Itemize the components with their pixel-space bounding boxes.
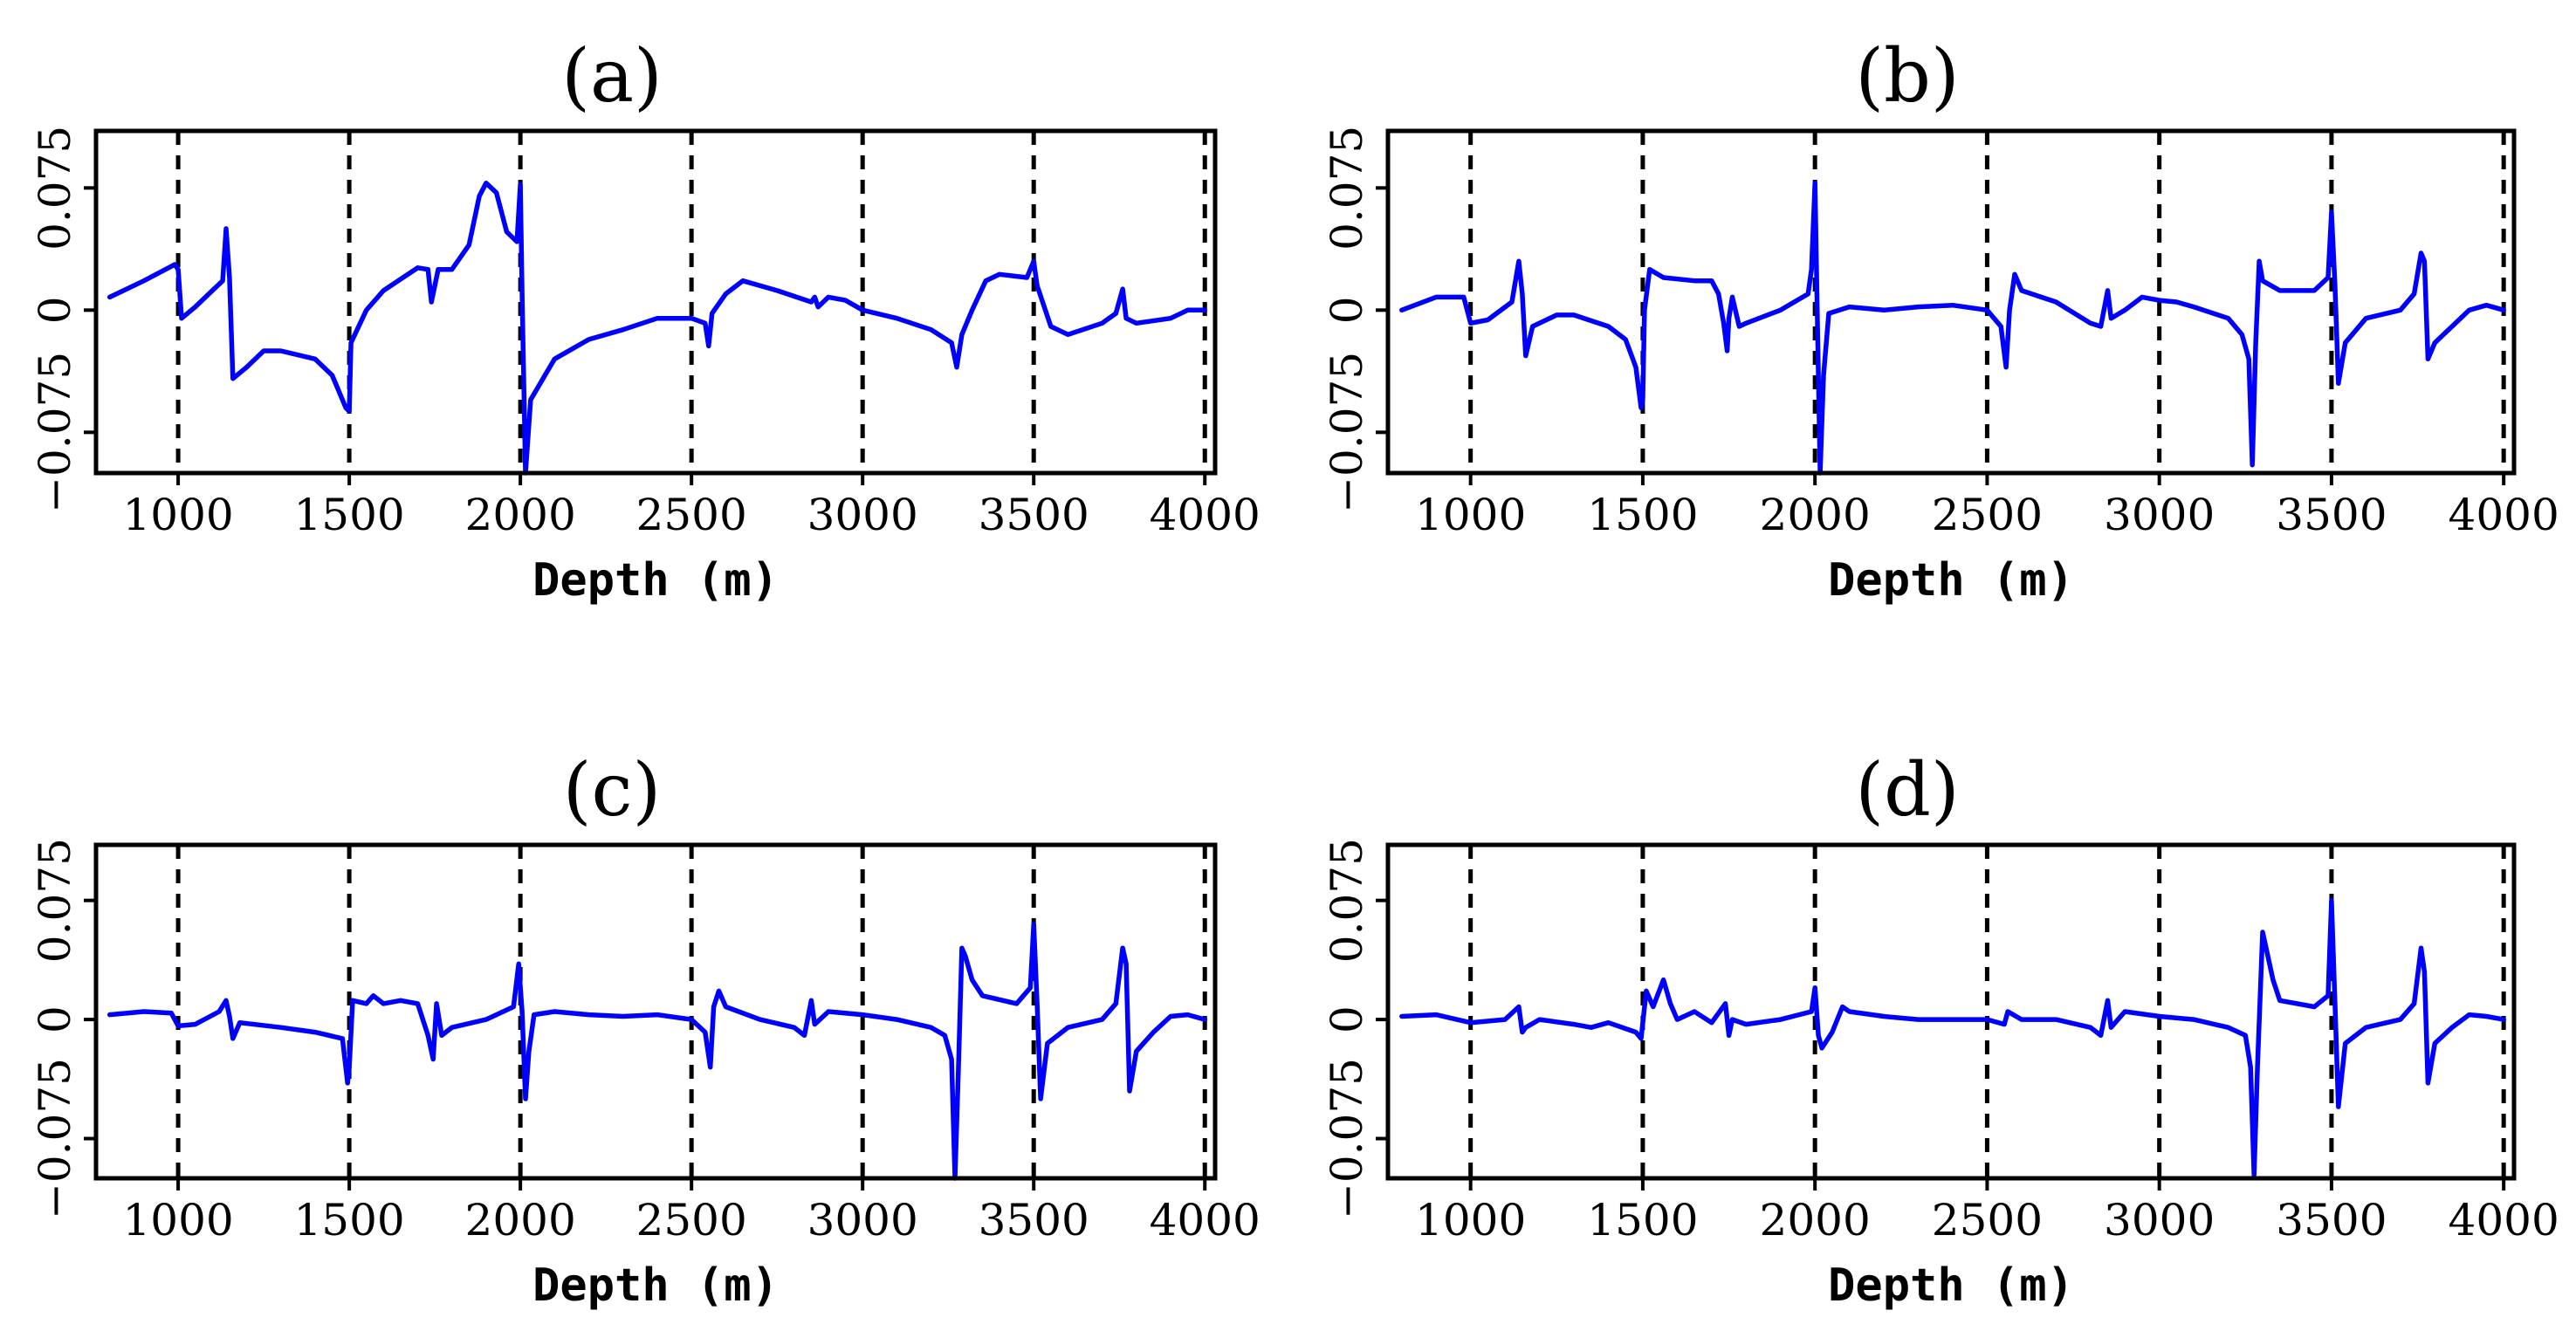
x-tick-label: 1500 — [1587, 1195, 1698, 1245]
x-tick-label: 1000 — [1415, 1195, 1526, 1245]
y-tick-label: −0.075 — [30, 1058, 80, 1219]
x-tick-label: 3500 — [979, 1195, 1089, 1245]
y-tick-label: 0 — [30, 296, 80, 324]
panel-3: (c) 1000 1500 2000 2500 3000 3500 4000 −0.075 0 0.… — [30, 747, 1261, 1312]
y-tick-label: 0.075 — [1322, 126, 1372, 250]
x-tick-label: 1000 — [122, 1195, 233, 1245]
x-tick-label: 3500 — [2276, 1195, 2387, 1245]
series-line — [1399, 897, 2506, 1178]
x-axis-label: Depth (m) — [1828, 554, 2074, 607]
x-tick-label: 3500 — [2276, 490, 2387, 540]
panel-label: (d) — [1855, 747, 1959, 833]
plot-frame — [93, 128, 1218, 476]
x-tick-label: 3000 — [807, 1195, 918, 1245]
y-tick-label: 0.075 — [1322, 838, 1372, 963]
plot-frame — [1385, 842, 2517, 1181]
x-tick-label: 4000 — [1150, 490, 1261, 540]
panel-label: (a) — [561, 33, 663, 119]
x-tick-label: 2500 — [1932, 490, 2043, 540]
x-tick-label: 1500 — [293, 490, 404, 540]
y-tick-label: 0.075 — [30, 838, 80, 963]
plot-frame — [1385, 128, 2517, 476]
series-line — [106, 180, 1207, 476]
x-tick-label: 1500 — [1587, 490, 1698, 540]
x-tick-label: 1500 — [293, 1195, 404, 1245]
panel-label: (b) — [1855, 33, 1959, 119]
x-tick-label: 2500 — [1932, 1195, 2043, 1245]
x-axis-label: Depth (m) — [532, 554, 779, 607]
panel-4: (d) 1000 1500 2000 2500 3000 3500 4000 −0.075 0 0.… — [1322, 747, 2559, 1312]
y-tick-label: −0.075 — [30, 352, 80, 513]
x-tick-label: 4000 — [1150, 1195, 1261, 1245]
x-tick-label: 2500 — [636, 490, 747, 540]
plot-frame — [93, 842, 1218, 1181]
x-tick-label: 2000 — [465, 1195, 576, 1245]
x-tick-label: 1000 — [122, 490, 233, 540]
panel-label: (c) — [563, 747, 662, 833]
x-tick-label: 3000 — [807, 490, 918, 540]
y-tick-label: 0 — [30, 1005, 80, 1033]
y-tick-label: −0.075 — [1322, 352, 1372, 513]
panel-2: (b) 1000 1500 2000 2500 3000 3500 4000 −0.075 0 0.… — [1322, 33, 2559, 607]
y-tick-label: 0.075 — [30, 126, 80, 250]
y-tick-label: 0 — [1322, 1005, 1372, 1033]
x-tick-label: 2000 — [465, 490, 576, 540]
x-tick-label: 2000 — [1760, 490, 1871, 540]
x-tick-label: 2500 — [636, 1195, 747, 1245]
x-tick-label: 3000 — [2104, 490, 2215, 540]
x-axis-label: Depth (m) — [1828, 1259, 2074, 1312]
y-tick-label: −0.075 — [1322, 1058, 1372, 1219]
x-tick-label: 2000 — [1760, 1195, 1871, 1245]
x-tick-label: 4000 — [2449, 1195, 2559, 1245]
series-line — [106, 922, 1207, 1181]
x-tick-label: 3000 — [2104, 1195, 2215, 1245]
x-tick-label: 1000 — [1415, 490, 1526, 540]
x-tick-label: 4000 — [2449, 490, 2559, 540]
x-axis-label: Depth (m) — [532, 1259, 779, 1312]
panel-1: (a) 1000 1500 2000 2500 3000 3500 4000 −0.075 0 0.… — [30, 33, 1261, 607]
x-tick-label: 3500 — [979, 490, 1089, 540]
series-line — [1399, 180, 2506, 476]
y-tick-label: 0 — [1322, 296, 1372, 324]
